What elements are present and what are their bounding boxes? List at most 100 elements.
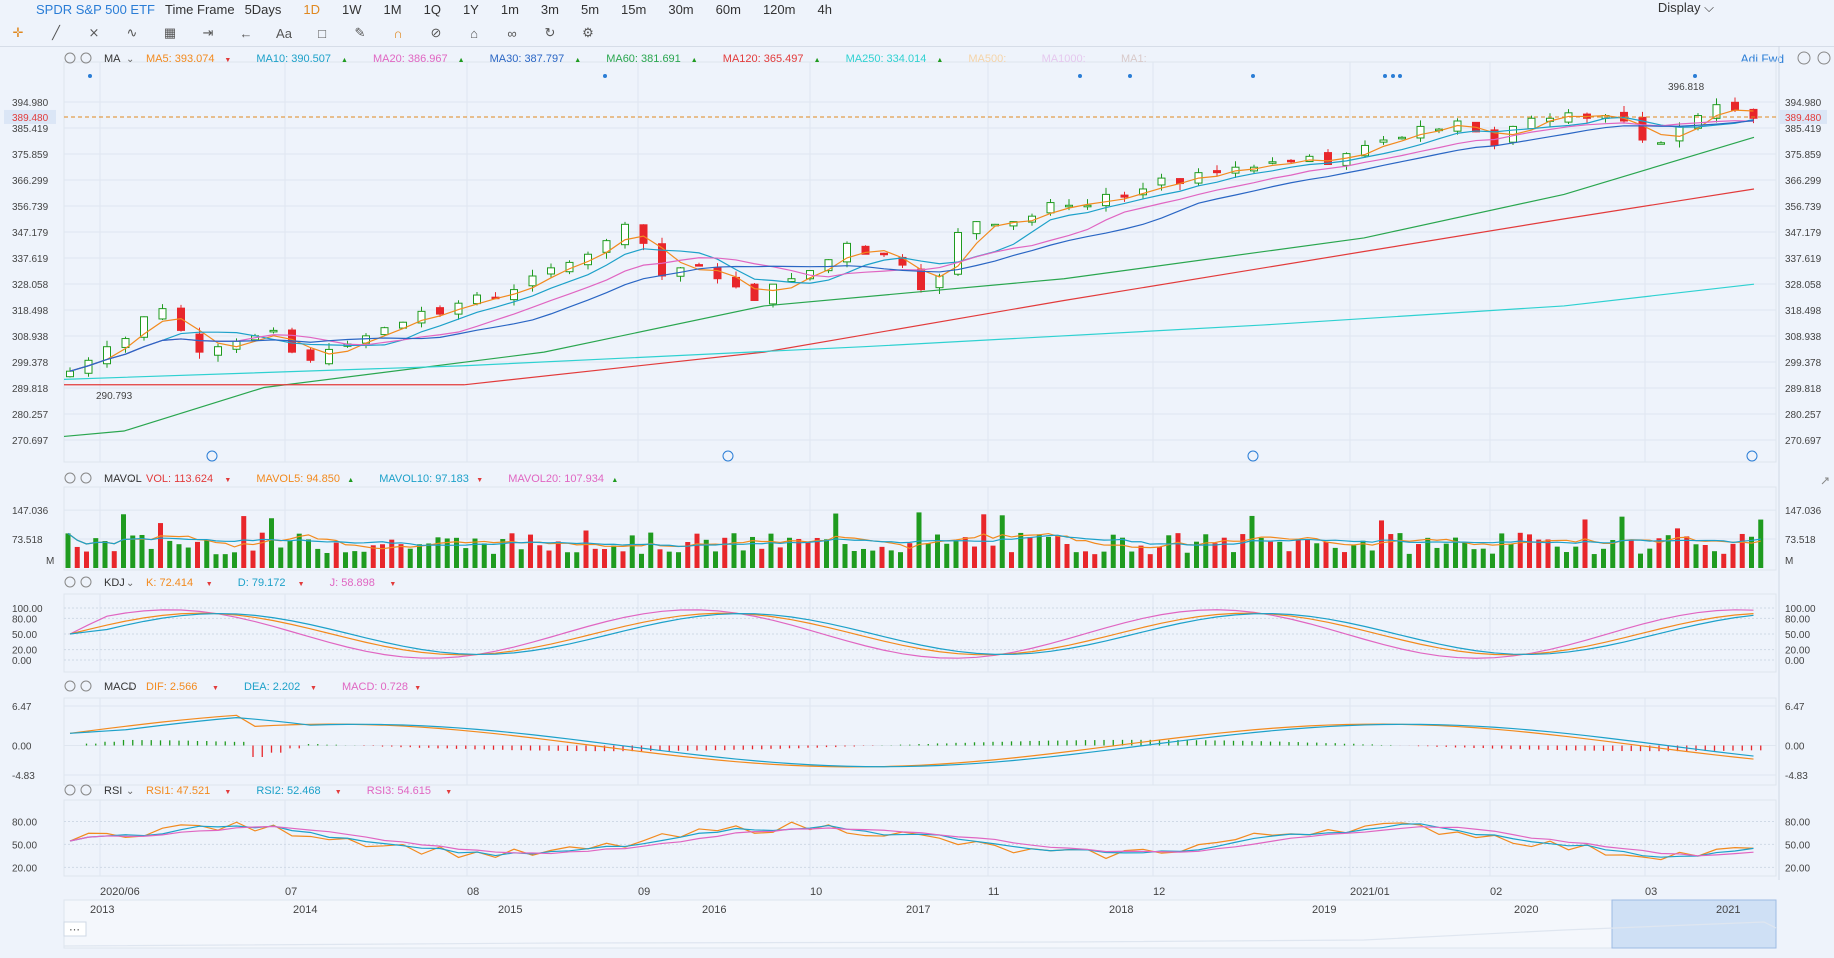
navigator-year-label: 2021 xyxy=(1716,904,1740,916)
indicator-value: D: 79.172 xyxy=(238,577,286,589)
timeframe-label[interactable]: Time Frame xyxy=(164,1,235,17)
ma-line-0 xyxy=(69,109,1754,372)
comment-icon[interactable]: □ xyxy=(318,25,326,41)
candle-body xyxy=(195,333,204,353)
interval-5m[interactable]: 5m xyxy=(580,1,600,17)
interval-1d[interactable]: 1D xyxy=(303,1,321,17)
event-dot xyxy=(1693,74,1697,78)
close-icon xyxy=(80,784,92,796)
volume-bar xyxy=(1591,554,1597,568)
sync-icon[interactable]: ↻ xyxy=(544,25,556,40)
arrow-tool-icon[interactable]: ← xyxy=(239,25,253,41)
interval-1m[interactable]: 1m xyxy=(500,1,519,17)
drawing-toolbar: ✛ ╱ ⨯ ∿ ▦ ⇥ ← Aa □ ✎ ∩ ⊘ ⌂ ∞ ↻ ⚙ xyxy=(0,20,1834,47)
trash-icon[interactable]: ⌂ xyxy=(470,25,478,41)
volume-bar xyxy=(768,533,774,568)
volume-bar xyxy=(148,548,154,568)
volume-unit-label-left: M xyxy=(46,556,54,567)
volume-bar xyxy=(851,550,857,568)
interval-3m[interactable]: 3m xyxy=(540,1,559,17)
interval-5days[interactable]: 5Days xyxy=(244,1,282,17)
volume-bar xyxy=(1416,544,1421,568)
trend-arrow-icon: ▲ xyxy=(574,57,581,64)
volume-bar xyxy=(296,533,302,568)
y-tick-label: 280.257 xyxy=(1785,410,1822,421)
candle-body xyxy=(750,283,759,301)
close-icon xyxy=(80,680,92,692)
trend-arrow-icon: ▼ xyxy=(298,581,305,588)
volume-bar xyxy=(1656,538,1662,568)
wave-tool-icon[interactable]: ∿ xyxy=(126,25,138,40)
volume-bar xyxy=(1693,544,1699,568)
y-tick-label-left: 299.378 xyxy=(12,358,49,369)
y-tick-label: 270.697 xyxy=(1785,436,1822,447)
navigator-year-label: 2015 xyxy=(498,904,522,916)
volume-bar xyxy=(435,537,441,568)
magnet-icon[interactable]: ∩ xyxy=(393,25,403,41)
candle-body xyxy=(325,348,333,365)
text-tool-icon[interactable]: Aa xyxy=(276,25,292,41)
measure-tool-icon[interactable]: ⇥ xyxy=(202,25,214,40)
hide-icon[interactable]: ⊘ xyxy=(430,25,442,40)
y-tick-label-left: 337.619 xyxy=(12,254,49,265)
candle-body xyxy=(917,268,925,291)
interval-60m[interactable]: 60m xyxy=(715,1,741,17)
display-menu[interactable]: Display ⌵ xyxy=(1657,0,1714,15)
interval-list: 5Days 1D 1W 1M 1Q 1Y 1m 3m 5m 15m 30m 60m 120m 4h xyxy=(245,2,854,17)
candle-body xyxy=(269,329,278,333)
interval-1w[interactable]: 1W xyxy=(342,1,362,17)
volume-bar xyxy=(861,548,866,568)
volume-bar xyxy=(1129,551,1135,568)
volume-bar xyxy=(352,551,358,568)
volume-bar xyxy=(232,552,237,568)
y-tick-label: 80.00 xyxy=(1785,614,1810,625)
indicator-value: MA20: 386.967 xyxy=(373,53,448,65)
trend-arrow-icon: ▼ xyxy=(476,477,483,484)
interval-15m[interactable]: 15m xyxy=(621,1,647,17)
volume-bar xyxy=(685,542,691,568)
event-dot xyxy=(603,74,607,78)
volume-bar xyxy=(1712,551,1717,568)
y-tick-label-left: 0.00 xyxy=(12,742,32,753)
volume-bar xyxy=(1601,548,1606,568)
symbol-title[interactable]: SPDR S&P 500 ETF xyxy=(36,1,155,17)
volume-bar xyxy=(1018,532,1024,568)
interval-120m[interactable]: 120m xyxy=(762,1,796,17)
volume-bar xyxy=(130,535,136,568)
crosshair-icon[interactable]: ✛ xyxy=(12,25,24,40)
volume-bar xyxy=(1397,533,1403,568)
candle-body xyxy=(1675,125,1684,142)
navigator-menu-button xyxy=(63,921,87,937)
rsi3-line xyxy=(69,825,1754,857)
volume-bar xyxy=(1027,537,1033,568)
interval-1y[interactable]: 1Y xyxy=(462,1,479,17)
candle-body xyxy=(528,275,537,287)
volume-bar xyxy=(731,533,737,568)
interval-1q[interactable]: 1Q xyxy=(423,1,441,17)
volume-bar xyxy=(222,554,228,568)
interval-4h[interactable]: 4h xyxy=(817,1,832,17)
trend-tool-icon[interactable]: ⨯ xyxy=(88,25,100,40)
y-tick-label-left: 394.980 xyxy=(12,98,49,109)
volume-bar xyxy=(1240,534,1246,568)
volume-bar xyxy=(1443,543,1449,568)
display-label[interactable]: Display xyxy=(1657,0,1701,15)
pencil-icon[interactable]: ✎ xyxy=(354,25,366,40)
candle-body xyxy=(1749,108,1758,119)
volume-bar xyxy=(333,542,339,568)
interval-30m[interactable]: 30m xyxy=(668,1,694,17)
line-tool-icon[interactable]: ╱ xyxy=(52,25,60,40)
pattern-tool-icon[interactable]: ▦ xyxy=(163,25,177,40)
candle-body xyxy=(232,340,241,350)
y-tick-label: 366.299 xyxy=(1785,176,1822,187)
volume-bar xyxy=(657,549,663,568)
volume-bar xyxy=(722,537,728,568)
link-icon[interactable]: ∞ xyxy=(507,25,517,41)
settings-icon[interactable]: ⚙ xyxy=(582,25,594,40)
volume-bar xyxy=(509,533,515,568)
close-icon xyxy=(80,472,92,484)
y-tick-label: 289.818 xyxy=(1785,384,1822,395)
interval-1m[interactable]: 1M xyxy=(383,1,402,17)
y-tick-label: 299.378 xyxy=(1785,358,1822,369)
macd-panel-header: MACD⌄ DIF: 2.566 ▼ DEA: 2.202 ▼ MACD: 0.728 ▼ xyxy=(64,680,421,693)
